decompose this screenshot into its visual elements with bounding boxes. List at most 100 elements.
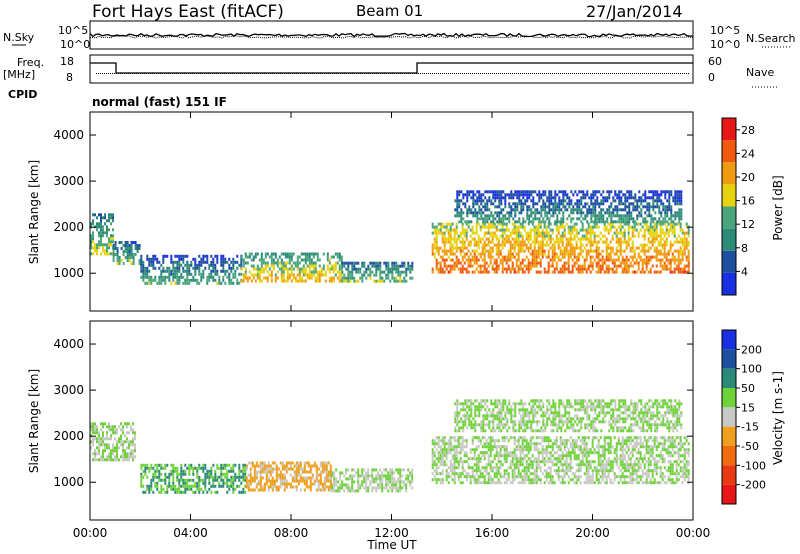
power-echo-cell	[591, 225, 594, 229]
velocity-echo-cell	[475, 463, 478, 467]
velocity-echo-cell	[323, 467, 326, 471]
power-echo-cell	[627, 270, 630, 274]
power-echo-cell	[495, 261, 498, 265]
velocity-echo-cell	[551, 454, 554, 458]
power-echo-cell	[130, 256, 133, 259]
power-echo-cell	[320, 270, 323, 274]
power-echo-cell	[532, 199, 535, 203]
power-echo-cell	[611, 267, 614, 271]
power-echo-cell	[663, 252, 666, 256]
velocity-echo-cell	[521, 463, 524, 467]
velocity-echo-cell	[457, 475, 460, 479]
power-echo-cell	[660, 211, 663, 215]
power-echo-cell	[497, 252, 500, 256]
power-echo-cell	[361, 279, 364, 283]
power-echo-cell	[590, 196, 593, 200]
power-echo-cell	[616, 196, 619, 200]
velocity-echo-cell	[245, 482, 248, 486]
power-echo-cell	[510, 193, 513, 197]
power-echo-cell	[632, 220, 635, 224]
velocity-echo-cell	[331, 471, 334, 475]
power-echo-cell	[506, 217, 509, 221]
velocity-echo-cell	[142, 484, 145, 488]
power-echo-cell	[302, 279, 305, 283]
power-echo-cell	[288, 267, 291, 271]
velocity-echo-cell	[433, 445, 436, 449]
power-echo-cell	[543, 243, 546, 247]
velocity-echo-cell	[297, 479, 300, 483]
power-echo-cell	[481, 243, 484, 247]
velocity-echo-cell	[347, 468, 350, 472]
power-echo-cell	[500, 217, 503, 221]
power-echo-cell	[226, 260, 229, 264]
velocity-echo-cell	[124, 458, 126, 462]
velocity-echo-cell	[128, 458, 130, 462]
power-echo-cell	[341, 279, 344, 283]
power-echo-cell	[168, 269, 171, 273]
power-echo-cell	[557, 228, 560, 232]
power-echo-cell	[296, 261, 299, 265]
power-echo-cell	[512, 196, 515, 200]
power-echo-cell	[501, 270, 504, 274]
velocity-echo-cell	[182, 490, 185, 494]
power-echo-cell	[548, 217, 551, 221]
nave-tick-bottom: 0	[708, 71, 715, 84]
power-echo-cell	[373, 261, 376, 265]
power-echo-cell	[661, 267, 664, 271]
power-echo-cell	[548, 211, 551, 215]
power-echo-cell	[468, 205, 471, 209]
power-echo-cell	[341, 276, 344, 280]
power-echo-cell	[138, 244, 141, 247]
velocity-echo-cell	[481, 454, 484, 458]
velocity-echo-cell	[569, 451, 572, 455]
velocity-echo-cell	[525, 445, 528, 449]
power-echo-cell	[538, 211, 541, 215]
power-echo-cell	[623, 258, 626, 262]
velocity-echo-cell	[118, 440, 120, 444]
power-echo-cell	[563, 246, 566, 250]
velocity-echo-cell	[249, 482, 252, 486]
velocity-echo-cell	[367, 468, 370, 472]
power-echo-cell	[581, 264, 584, 268]
velocity-echo-cell	[505, 472, 508, 476]
velocity-echo-cell	[399, 477, 402, 481]
power-echo-cell	[564, 190, 567, 194]
velocity-echo-cell	[507, 472, 510, 476]
velocity-echo-cell	[261, 485, 264, 489]
velocity-echo-cell	[583, 436, 586, 440]
power-echo-cell	[577, 267, 580, 271]
velocity-echo-cell	[509, 463, 512, 467]
power-echo-cell	[597, 264, 600, 268]
power-echo-cell	[642, 220, 645, 224]
velocity-echo-cell	[541, 448, 544, 452]
velocity-echo-cell	[329, 482, 332, 486]
velocity-echo-cell	[361, 468, 364, 472]
velocity-echo-cell	[220, 484, 223, 488]
velocity-echo-cell	[371, 468, 374, 472]
power-echo-cell	[517, 231, 520, 235]
velocity-echo-cell	[443, 445, 446, 449]
power-echo-cell	[567, 228, 570, 232]
power-echo-cell	[573, 225, 576, 229]
nave-tick-top: 60	[708, 55, 722, 68]
velocity-echo-cell	[509, 460, 512, 464]
power-echo-cell	[467, 249, 470, 253]
power-echo-cell	[536, 202, 539, 206]
power-echo-cell	[489, 222, 492, 226]
velocity-echo-cell	[102, 425, 104, 429]
power-echo-cell	[680, 196, 683, 200]
power-echo-cell	[487, 228, 490, 232]
velocity-echo-cell	[557, 466, 560, 470]
velocity-echo-cell	[403, 480, 406, 484]
power-echo-cell	[312, 261, 315, 265]
velocity-echo-cell	[339, 471, 342, 475]
power-echo-cell	[659, 234, 662, 238]
velocity-echo-cell	[471, 466, 474, 470]
velocity-echo-cell	[557, 478, 560, 482]
velocity-echo-cell	[533, 478, 536, 482]
velocity-echo-cell	[224, 472, 227, 476]
power-echo-cell	[579, 264, 582, 268]
power-echo-cell	[627, 237, 630, 241]
velocity-echo-cell	[473, 481, 476, 485]
power-echo-cell	[270, 264, 273, 268]
